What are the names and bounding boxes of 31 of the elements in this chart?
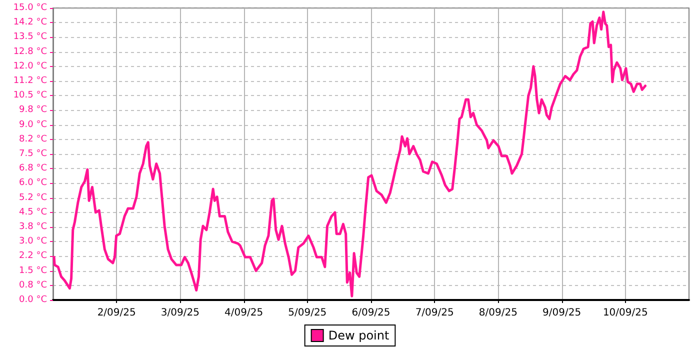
y-tick-label: 12.0 °C <box>13 61 47 72</box>
y-tick-label: 0.0 °C <box>19 295 47 305</box>
x-tick-label: 9/09/25 <box>542 308 582 318</box>
x-tick-label: 2/09/25 <box>97 308 136 318</box>
y-tick-label: 13.5 °C <box>13 32 47 42</box>
y-tick-label: 3.8 °C <box>19 222 47 232</box>
y-tick-label: 5.2 °C <box>19 192 47 203</box>
y-tick-label: 10.5 °C <box>13 90 47 101</box>
x-tick-label: 8/09/25 <box>478 308 518 318</box>
y-tick-label: 2.2 °C <box>19 251 47 262</box>
y-tick-label: 9.0 °C <box>19 120 47 130</box>
y-tick-label: 6.8 °C <box>19 164 47 174</box>
y-tick-label: 3.0 °C <box>19 236 47 247</box>
y-tick-label: 12.8 °C <box>13 46 47 57</box>
y-tick-label: 15.0 °C <box>13 3 47 13</box>
y-tick-label: 1.5 °C <box>19 266 47 276</box>
y-tick-label: 6.0 °C <box>19 178 47 188</box>
x-tick-label: 4/09/25 <box>224 308 264 318</box>
y-tick-label: 7.5 °C <box>19 149 47 159</box>
y-tick-label: 8.2 °C <box>19 134 47 144</box>
x-tick-label: 5/09/25 <box>288 308 327 318</box>
legend-label: Dew point <box>328 328 390 342</box>
y-tick-label: 14.2 °C <box>13 18 47 28</box>
y-tick-label: 4.5 °C <box>19 207 47 218</box>
x-tick-label: 3/09/25 <box>160 308 200 318</box>
x-tick-label: 7/09/25 <box>415 308 454 318</box>
y-tick-label: 0.8 °C <box>19 280 47 290</box>
x-tick-label: 10/09/25 <box>602 308 648 318</box>
y-tick-label: 9.8 °C <box>19 105 47 116</box>
y-tick-label: 11.2 °C <box>13 76 47 86</box>
x-tick-label: 6/09/25 <box>352 308 390 318</box>
